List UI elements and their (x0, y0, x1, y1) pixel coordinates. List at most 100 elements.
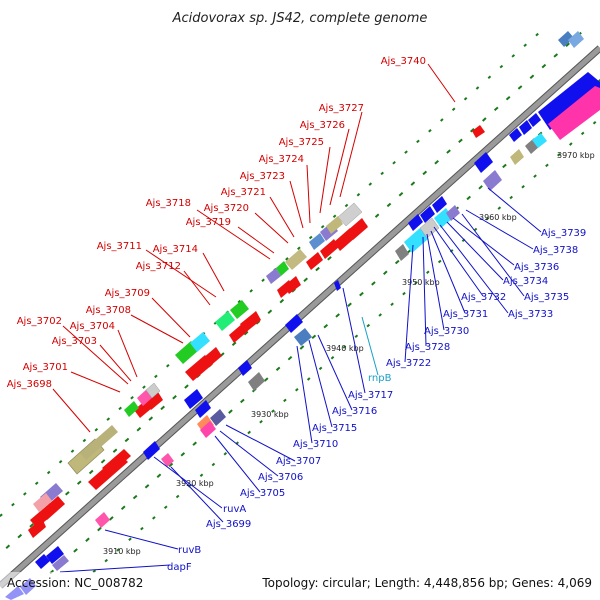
tick-mark (263, 377, 269, 382)
tick-mark (199, 473, 204, 477)
tick-mark (315, 266, 320, 272)
gene-label: Ajs_3706 (258, 472, 303, 483)
gene-arrow (134, 400, 152, 418)
gene-label: Ajs_3724 (259, 154, 304, 165)
tick-mark (285, 257, 289, 261)
tick-label-3920: 3920 kbp (176, 479, 214, 488)
tick-mark (152, 516, 156, 520)
tick-mark (175, 494, 180, 499)
tick-mark (354, 334, 359, 339)
tick-mark (118, 406, 122, 411)
gene-label: Ajs_3735 (524, 292, 569, 303)
tick-mark (128, 537, 132, 542)
tick-mark (347, 302, 352, 308)
tick-mark (470, 127, 475, 133)
gene-arrow (306, 252, 323, 270)
tick-mark (392, 160, 396, 165)
gene-arrow (102, 449, 131, 475)
gene-arrow (474, 152, 493, 173)
gene-label: Ajs_3739 (541, 228, 586, 239)
gene-block (558, 31, 574, 47)
gene-label: Ajs_3725 (279, 137, 324, 148)
tick-mark (356, 193, 361, 197)
tick-mark (82, 438, 87, 443)
gene-label: Ajs_3731 (443, 309, 488, 320)
gene-block (145, 382, 161, 399)
tick-mark (482, 117, 487, 122)
tick-mark (509, 195, 513, 200)
tick-mark (223, 452, 228, 456)
tick-mark (318, 366, 323, 371)
gene-label: Ajs_3703 (52, 336, 97, 347)
tick-mark (535, 32, 539, 37)
tick-mark (140, 526, 144, 531)
tick-mark (342, 345, 347, 349)
gene-label: ruvA (223, 504, 246, 515)
tick-mark (428, 128, 432, 133)
tick-mark (112, 448, 118, 453)
gene-block (532, 133, 547, 148)
gene-label: Ajs_3716 (332, 406, 377, 417)
tick-mark (243, 330, 249, 336)
tick-label-3930: 3930 kbp (251, 410, 289, 419)
tick-mark (332, 214, 337, 218)
gene-block (33, 493, 52, 512)
gene-arrow (240, 311, 261, 333)
tick-mark (76, 480, 82, 485)
tick-mark (308, 235, 313, 240)
tick-mark (523, 43, 527, 48)
gene-label: Ajs_3704 (70, 321, 115, 332)
tick-mark (493, 106, 499, 112)
tick-mark (211, 462, 216, 467)
gene-arrow (40, 496, 65, 520)
gene-arrow (146, 392, 163, 410)
tick-mark (168, 462, 174, 468)
tick-mark (34, 481, 39, 485)
labels-red: Ajs_3740 Ajs_3727 Ajs_3726 Ajs_3725 Ajs_… (7, 56, 426, 390)
gene-label: Ajs_3733 (508, 309, 553, 320)
tick-mark (390, 302, 394, 307)
tick-mark (17, 533, 23, 539)
tick-mark (533, 174, 537, 178)
connectors-red (52, 63, 456, 433)
tick-label-3960: 3960 kbp (479, 213, 517, 222)
tick-mark (404, 150, 408, 154)
tick-mark (368, 182, 373, 186)
tick-mark (259, 420, 263, 424)
gene-label: Ajs_3701 (23, 362, 68, 373)
gene-arrow (528, 113, 541, 127)
gene-block (266, 268, 281, 284)
tick-mark (166, 363, 170, 368)
tick-mark (311, 334, 317, 340)
map-title: Acidovorax sp. JS42, complete genome (172, 11, 428, 26)
tick-mark (394, 259, 400, 265)
gene-arrow (28, 518, 46, 538)
tick-label-3940: 3940 kbp (326, 344, 364, 353)
tick-mark (180, 452, 186, 457)
tick-label-3970: 3970 kbp (557, 151, 595, 160)
gene-block (190, 332, 210, 352)
gene-block (419, 217, 440, 239)
gene-label: Ajs_3699 (206, 519, 251, 530)
tick-mark (374, 213, 380, 218)
tick-mark (144, 484, 150, 489)
gene-arrow (46, 546, 64, 564)
gene-label: Ajs_3736 (514, 262, 559, 273)
gene-block (294, 328, 312, 346)
tick-mark (557, 152, 561, 157)
gene-arrow (334, 280, 341, 291)
tick-mark (247, 430, 251, 435)
gene-arrow (432, 196, 447, 213)
gene-label: Ajs_3721 (221, 187, 266, 198)
tick-mark (529, 74, 535, 80)
tick-mark (154, 374, 158, 379)
tick-mark (475, 86, 480, 90)
tick-mark (92, 569, 97, 574)
tick-mark (267, 309, 273, 314)
tick-mark (160, 405, 165, 411)
tick-mark (380, 171, 384, 176)
gene-label: Ajs_3719 (186, 217, 231, 228)
forward-strand-genes (28, 31, 584, 538)
tick-mark (499, 64, 504, 69)
tick-mark (172, 395, 177, 400)
